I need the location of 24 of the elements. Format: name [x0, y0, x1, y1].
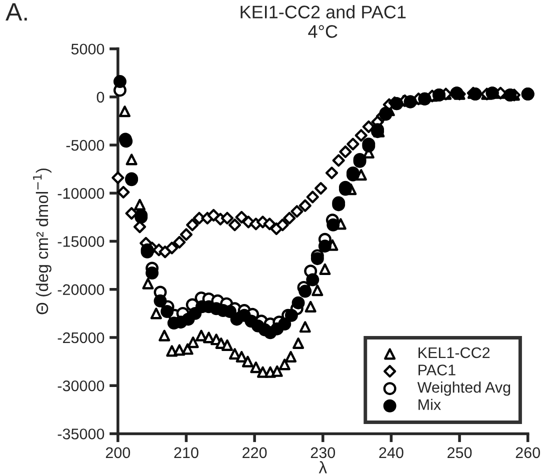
legend-label: KEL1-CC2: [418, 347, 490, 358]
y-tick-label: -30000: [58, 380, 104, 392]
legend-label: PAC1: [418, 364, 456, 376]
x-tick-label: 260: [516, 447, 540, 458]
legend-label: Weighted Avg: [417, 382, 510, 396]
x-tick-label: 230: [310, 447, 336, 458]
x-tick-label: 220: [242, 447, 267, 458]
x-tick-label: 250: [448, 447, 472, 458]
y-tick-label: -25000: [58, 332, 104, 344]
y-tick-label: 0: [96, 92, 104, 103]
y-tick-label: -35000: [58, 428, 104, 440]
y-tick-label: 5000: [71, 44, 104, 55]
y-axis-title: Θ (deg cm² dmol$^{−1}$): [33, 168, 52, 314]
y-tick-label: -5000: [66, 140, 104, 151]
x-tick-label: 240: [379, 447, 404, 458]
legend-label: Mix: [418, 398, 441, 410]
x-tick-label: 210: [174, 447, 198, 458]
text: A.: [6, 3, 27, 20]
x-tick-label: 200: [106, 447, 130, 458]
y-tick-label: -15000: [58, 236, 104, 247]
chart-title: KEI1-CC2 and PAC1 4°C: [240, 5, 406, 38]
y-tick-label: -20000: [58, 284, 104, 296]
x-axis-title: λ: [318, 461, 327, 474]
y-tick-label: -10000: [58, 188, 104, 199]
